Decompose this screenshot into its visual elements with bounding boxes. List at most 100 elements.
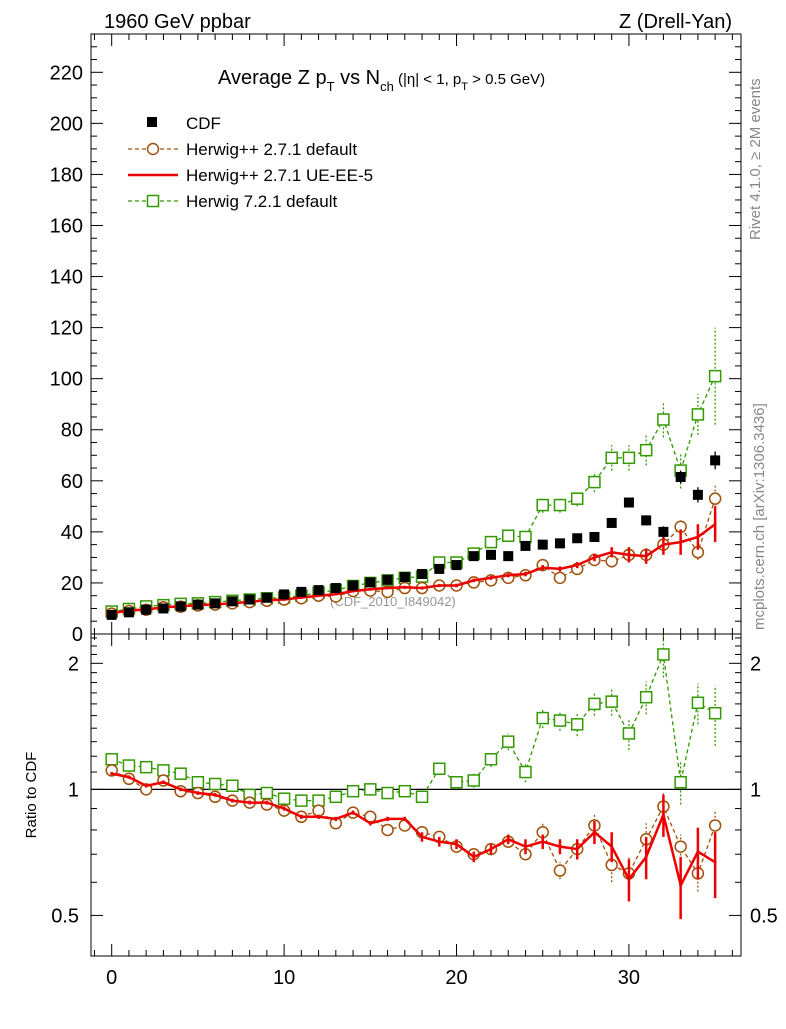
legend-label-herwigpp-default: Herwig++ 2.7.1 default [186,140,357,159]
main-herwigpp-ueee5-point [368,587,372,591]
main-cdf-point [330,583,341,594]
x-tick-label: 30 [618,967,640,989]
ratio-herwigpp-default-point [312,804,325,817]
ratio-herwigpp-ueee5-point [575,847,579,851]
ratio-herwigpp-ueee5-point [403,817,407,821]
ratio-herwig7-default-point [415,790,429,804]
main-herwig7-default-point [484,535,498,549]
main-herwigpp-ueee5-point [334,592,338,596]
rivet-version-label: Rivet 4.1.0, ≥ 2M events [747,78,764,240]
main-cdf-point [210,598,221,609]
main-cdf-point [175,601,186,612]
main-herwigpp-ueee5-point [524,572,527,576]
main-herwig7-default-point [519,530,532,544]
ratio-herwig7-default-point [329,790,343,804]
header-right: Z (Drell-Yan) [619,11,732,33]
ratio-herwig7-default-point [122,759,136,772]
main-herwigpp-ueee5-point [713,522,717,526]
ratio-herwigpp-ueee5-point [299,815,303,819]
ratio-y-axis: 0.5 0.5 1 1 2 2 [51,637,778,957]
main-y-axis: 0 20 40 60 80 100 120 140 160 180 200 220 [50,46,741,646]
main-cdf-point [589,531,600,542]
ratio-herwig7-default-point [708,706,722,720]
main-cdf-point [313,585,324,596]
ratio-herwigpp-ueee5-point [110,772,114,776]
ratio-herwigpp-ueee5-point [386,817,389,821]
ratio-herwigpp-ueee5-point [213,793,217,797]
ratio-herwig7-default-point [657,648,670,661]
legend: CDF Herwig++ 2.7.1 default Herwig++ 2.7.… [128,114,373,211]
main-y-tick-label: 100 [50,369,83,391]
main-herwig7-default-point [588,475,601,489]
main-y-tick-label: 180 [50,164,83,186]
main-cdf-point [554,538,565,549]
main-cdf-point [382,574,393,585]
main-cdf-point [261,592,272,603]
ratio-herwig7-default-dashed-line [111,651,716,802]
ratio-herwigpp-ueee5-point [317,815,320,819]
main-herwig7-default-point [605,451,618,465]
ratio-x-axis: 0 10 20 30 [93,634,733,989]
main-cdf-point [606,517,617,528]
main-y-tick-label: 80 [61,420,83,442]
ratio-herwig7-default-point [191,775,205,789]
ratio-herwig7-default-point [553,714,567,727]
ratio-herwig7-default-point [295,794,308,807]
main-herwigpp-ueee5-point [541,566,545,570]
analysis-watermark: (CDF_2010_I849042) [330,594,456,609]
ratio-herwigpp-ueee5-point [541,840,545,844]
ratio-herwigpp-ueee5-point [610,845,614,849]
ratio-herwigpp-default-point [381,823,394,837]
ratio-y-tick-label-right: 1 [750,779,761,801]
main-cdf-point [623,497,634,508]
ratio-herwigpp-ueee5-line [111,772,716,889]
ratio-y-tick-label: 2 [68,653,79,675]
main-y-tick-label: 120 [50,318,83,340]
main-cdf-point [365,577,376,588]
main-herwigpp-ueee5-point [455,584,458,587]
x-tick-label: 10 [273,967,295,989]
main-cdf-point [244,594,255,605]
ratio-herwig7-default-point [364,783,377,796]
ratio-series-herwigpp-ueee5 [110,772,717,920]
ratio-herwigpp-ueee5-point [713,860,717,864]
legend-marker-herwig7 [146,194,160,208]
main-herwigpp-ueee5-point [575,563,579,567]
main-cdf-point [227,596,238,607]
main-cdf-point [520,540,531,551]
ratio-herwigpp-default-point [708,819,722,832]
ratio-herwig7-default-point [484,753,498,766]
ratio-series-layer [105,634,722,920]
main-cdf-point [399,572,410,583]
ratio-y-tick-label: 0.5 [51,905,79,927]
main-herwig7-default-point [622,451,636,465]
main-herwig7-default-point [691,408,705,421]
main-herwigpp-ueee5-point [593,556,596,559]
ratio-herwigpp-ueee5-point [334,817,338,821]
ratio-herwig7-default-point [622,727,636,740]
main-y-tick-label: 0 [72,624,83,646]
x-tick-label: 20 [445,967,467,989]
legend-marker-cdf [147,117,157,127]
ratio-herwig7-default-point [536,711,549,725]
title-part-a: Average Z p [218,67,327,89]
ratio-herwig7-default-point [174,767,187,780]
ratio-herwig7-default-point [433,762,446,776]
main-cdf-point [486,549,496,560]
ratio-series-herwig7-default [105,634,722,807]
ratio-herwigpp-ueee5-point [282,807,286,810]
main-cdf-point [158,603,169,614]
title-sub-a: T [327,79,335,94]
main-series-cdf [106,451,721,620]
ratio-herwig7-default-point [674,775,687,789]
main-cdf-point [279,589,290,600]
title-sub-b: ch [380,79,394,94]
main-herwig7-default-point [501,529,515,542]
main-herwigpp-default-point [553,571,567,585]
x-tick-label: 0 [106,967,117,989]
ratio-herwigpp-ueee5-point [679,883,683,887]
legend-label-herwigpp-ueee5: Herwig++ 2.7.1 UE-EE-5 [186,166,373,185]
ratio-herwig7-default-point [208,777,222,791]
main-herwigpp-ueee5-point [627,553,631,557]
ratio-herwig7-default-point [691,696,705,710]
